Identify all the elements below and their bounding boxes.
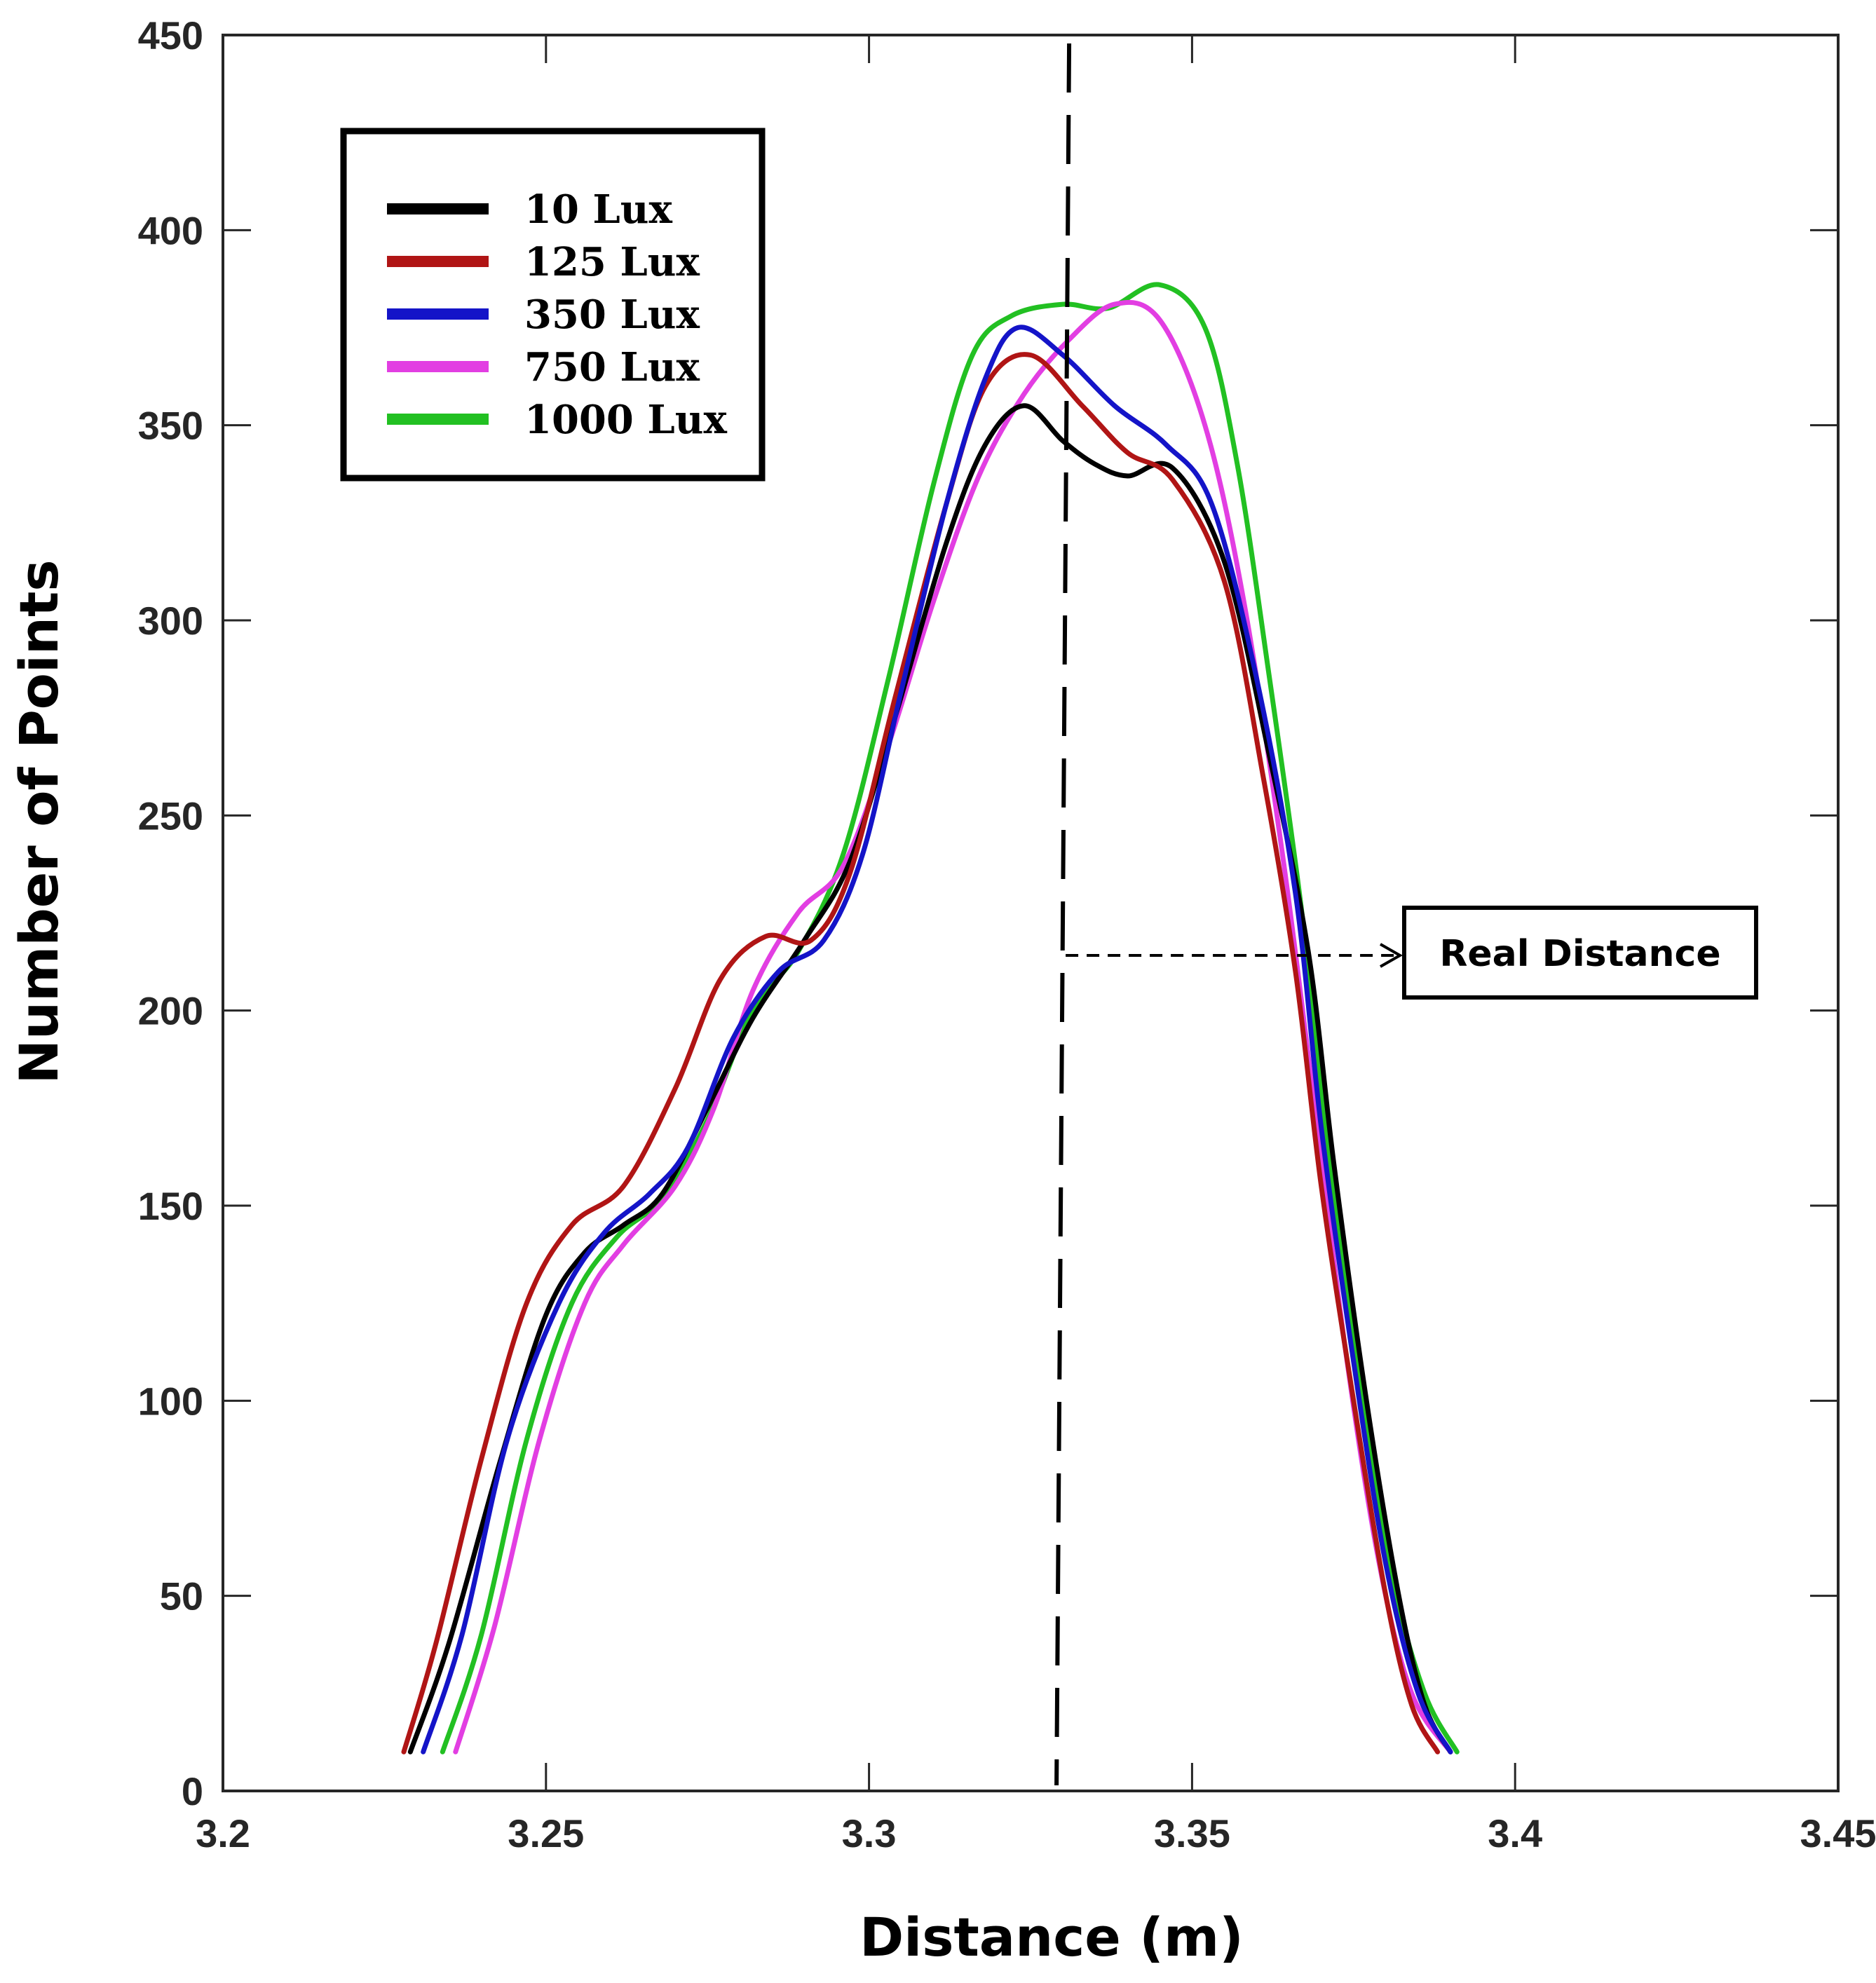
x-tick-label: 3.4	[1488, 1811, 1542, 1855]
series-line-350-lux	[421, 325, 1453, 1754]
y-tick-label: 300	[138, 599, 203, 643]
y-tick-label: 100	[138, 1379, 203, 1423]
x-tick-label: 3.35	[1154, 1811, 1230, 1855]
plot-frame	[222, 34, 1840, 1792]
x-tick-label: 3.45	[1800, 1811, 1876, 1855]
x-tick-label: 3.25	[508, 1811, 584, 1855]
series-line-1000-lux	[440, 282, 1460, 1754]
annotation-layer: Real Distance	[1054, 43, 1758, 1786]
legend-label-10-lux: 10 Lux	[524, 186, 673, 233]
y-tick-label: 450	[138, 13, 203, 57]
x-axis-title: Distance (m)	[859, 1906, 1244, 1968]
real-distance-label-box	[1402, 906, 1758, 1000]
series-line-750-lux	[453, 299, 1453, 1754]
y-tick-label: 0	[182, 1769, 203, 1813]
legend-label-125-lux: 125 Lux	[524, 239, 700, 285]
legend-label-350-lux: 350 Lux	[524, 292, 700, 338]
real-distance-line	[1054, 43, 1072, 1786]
real-distance-label: Real Distance	[1439, 933, 1720, 975]
real-distance-arrowhead	[1380, 943, 1403, 968]
x-tick-label: 3.2	[196, 1811, 250, 1855]
legend-box	[340, 128, 766, 482]
x-tick-label: 3.3	[842, 1811, 897, 1855]
series-layer	[401, 282, 1460, 1754]
y-tick-label: 400	[138, 208, 203, 252]
legend: 10 Lux 125 Lux 350 Lux 750 Lux 1000 Lux	[340, 128, 766, 482]
y-axis-title: Number of Points	[8, 559, 70, 1084]
legend-label-750-lux: 750 Lux	[524, 344, 700, 390]
series-line-10-lux	[407, 403, 1453, 1754]
y-tick-label: 250	[138, 793, 203, 838]
y-tick-label: 150	[138, 1184, 203, 1228]
tick-layer: 3.2 3.25 3.3 3.35 3.4 3.45 0 50 100 150 200 250 300 3…	[138, 13, 1876, 1855]
y-tick-label: 350	[138, 404, 203, 448]
y-tick-label: 50	[160, 1574, 203, 1619]
y-tick-label: 200	[138, 989, 203, 1033]
legend-label-1000-lux: 1000 Lux	[524, 397, 727, 443]
